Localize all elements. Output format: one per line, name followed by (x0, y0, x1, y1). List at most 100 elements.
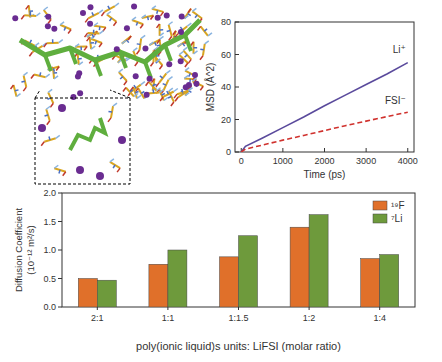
anion-bond (137, 43, 141, 45)
x-tick-label: 1000 (273, 156, 293, 166)
x-tick (366, 148, 367, 152)
anion-bond (54, 72, 58, 74)
polymer-chain (70, 118, 105, 150)
anion-bond (184, 9, 191, 19)
anion-bond (56, 135, 60, 138)
anion-bond (52, 39, 54, 43)
anion-bond (157, 40, 160, 44)
li-ion (38, 124, 46, 132)
anion-bond (56, 67, 59, 71)
anion-bond (192, 11, 202, 18)
li-ion (96, 172, 104, 180)
legend-label: ⁷Li (391, 213, 402, 224)
anion-bond (119, 69, 123, 72)
anion-bond (183, 43, 185, 46)
anion-bond (53, 68, 55, 71)
bar (168, 250, 187, 307)
anion-bond (157, 24, 160, 28)
anion-bond (184, 16, 188, 19)
anion-bond (94, 23, 98, 26)
anion-bond (162, 94, 165, 95)
anion-bond (63, 172, 66, 176)
anion-bond (188, 14, 191, 16)
anion-bond (163, 84, 166, 86)
anion-bond (46, 106, 50, 109)
anion-bond (184, 75, 188, 78)
anion-bond (113, 22, 116, 26)
polymer-side (165, 45, 171, 61)
anion-bond (152, 6, 156, 9)
anion-bond (135, 92, 138, 93)
anion-bond (60, 22, 64, 25)
anion-bond (85, 33, 88, 37)
anion-bond (87, 37, 90, 41)
x-tick (379, 307, 380, 310)
anion-bond (78, 58, 82, 60)
anion-bond (183, 50, 191, 59)
anion-bond (141, 82, 145, 85)
li-ion (133, 73, 139, 79)
x-tick-label: 2000 (314, 156, 334, 166)
bar (78, 279, 97, 308)
anion-bond (44, 43, 47, 47)
anion-bond (119, 72, 127, 81)
anion-bond (159, 90, 163, 93)
anion-bond (146, 82, 149, 86)
anion-bond (110, 159, 114, 162)
anion-bond (185, 55, 188, 57)
anion-bond (92, 12, 94, 15)
anion-bond (15, 89, 18, 91)
anion-bond (204, 29, 207, 31)
li-ion (178, 58, 184, 64)
anion-bond (167, 91, 169, 94)
li-ion (45, 23, 51, 29)
y-tick-label: 20 (221, 115, 231, 125)
x-tick-label: 1:2 (303, 313, 316, 323)
anion-bond (41, 142, 44, 146)
anion-bond (101, 12, 104, 16)
x-tick-label: 2:1 (91, 313, 104, 323)
anion-bond (45, 115, 48, 116)
anion-bond (159, 73, 166, 83)
anion-bond (128, 36, 131, 40)
y-axis-label: (10⁻¹² m²/s) (25, 225, 36, 274)
li-ion (118, 136, 126, 144)
anion-bond (107, 11, 111, 14)
x-tick-label: 1:1 (162, 313, 175, 323)
legend: ¹⁹F⁷Li (373, 200, 405, 224)
legend-swatch (373, 214, 387, 223)
anion-bond (193, 51, 197, 54)
anion-bond (84, 46, 87, 50)
anion-bond (157, 88, 161, 91)
li-ion (77, 90, 83, 96)
anion-bond (201, 26, 208, 35)
li-ion (80, 10, 86, 16)
msd-chart: 01000200030004000020406080Time (ps)MSD (… (204, 17, 418, 180)
inset-molecule (38, 103, 126, 180)
y-tick-label: 0.0 (43, 302, 56, 312)
anion-bond (182, 89, 183, 92)
anion-bond (109, 18, 111, 21)
anion-bond (173, 31, 176, 35)
anion-bond (135, 62, 138, 66)
anion-bond (200, 86, 203, 90)
anion-bond (185, 63, 188, 67)
bars (78, 215, 398, 307)
anion-bond (133, 48, 137, 51)
li-ion (124, 25, 130, 31)
anion-bond (156, 83, 159, 87)
anion-bond (104, 6, 114, 12)
anion-bond (152, 89, 154, 93)
anion-bond (44, 10, 51, 20)
anion-bond (167, 30, 170, 32)
polymer-side (70, 48, 76, 64)
anion-bond (151, 62, 154, 66)
series-label: FSI⁻ (385, 95, 406, 106)
anion-bond (160, 29, 164, 31)
anion-bond (163, 91, 174, 96)
anion-bond (194, 47, 198, 49)
anion-bond (137, 95, 141, 98)
y-axis-label: MSD (Å^2) (204, 63, 216, 112)
anion-bond (29, 10, 33, 12)
li-ion (114, 46, 120, 52)
